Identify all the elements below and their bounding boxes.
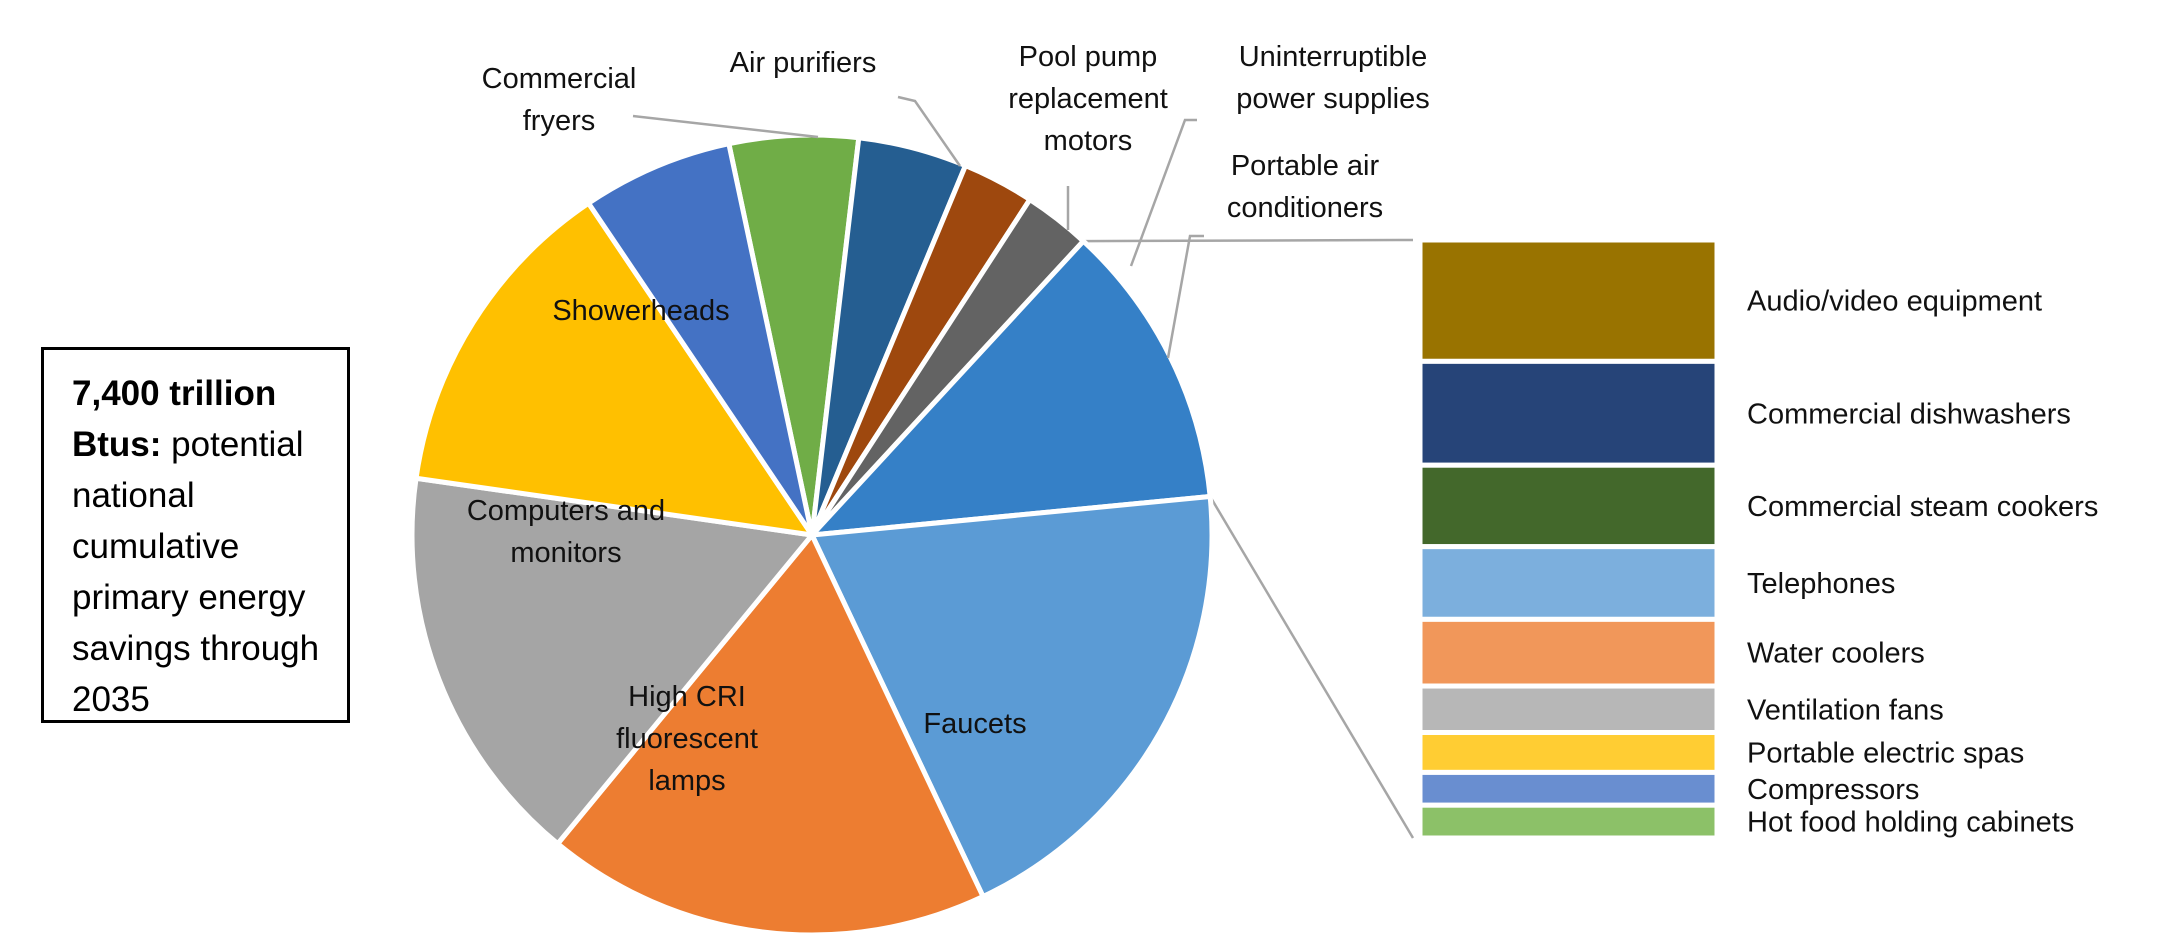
connector-bottom: [1209, 495, 1415, 839]
bar-label-audio-video-equipment: Audio/video equipment: [1747, 286, 2042, 318]
breakout-bar-labels: Audio/video equipment Commercial dishwash…: [1747, 286, 2098, 839]
leader-line-commercial-fryers: [632, 114, 819, 139]
bar-segment-ventilation-fans: [1417, 683, 1720, 735]
bar-label-compressors: Compressors: [1747, 774, 1919, 806]
slice-label-computers-and-monitors: Computers and monitors: [467, 495, 665, 569]
pie-slices: [409, 132, 1215, 938]
bar-segment-portable-electric-spas: [1417, 730, 1720, 775]
slice-label-commercial-fryers: Commercial fryers: [482, 63, 637, 137]
bar-segment-hot-food-holding-cabinets: [1417, 802, 1720, 841]
bar-label-hot-food-holding-cabinets: Hot food holding cabinets: [1747, 807, 2074, 839]
bar-label-ventilation-fans: Ventilation fans: [1747, 694, 1944, 726]
bar-label-commercial-dishwashers: Commercial dishwashers: [1747, 398, 2071, 430]
leader-line-uninterruptible-power-supplies: [1129, 118, 1197, 267]
bar-segment-compressors: [1417, 769, 1720, 808]
slice-label-high-cri-fluorescent-lamps: High CRI fluorescent lamps: [616, 681, 758, 797]
pie-slice-faucets: [809, 494, 1215, 900]
bar-segment-audio-video-equipment: [1417, 237, 1720, 364]
connector-top: [1083, 238, 1414, 243]
slice-label-faucets: Faucets: [923, 708, 1026, 740]
bar-label-portable-electric-spas: Portable electric spas: [1747, 737, 2024, 769]
pie-slice-labels: Air purifiers Pool pump replacement motors U…: [467, 41, 1430, 797]
pie-slice-showerheads: [413, 200, 815, 538]
pie-slice-commercial-fryers: [586, 141, 815, 538]
slice-label-showerheads: Showerheads: [552, 295, 729, 327]
slice-label-uninterruptible-power-supplies: Uninterruptible power supplies: [1236, 41, 1429, 115]
savings-callout: 7,400 trillion Btus: potential national …: [41, 347, 350, 723]
pie-slice-high-cri-fluorescent-lamps: [555, 532, 986, 938]
bar-segment-telephones: [1417, 544, 1720, 622]
bar-segment-commercial-steam-cookers: [1417, 462, 1720, 550]
breakout-connectors: [1083, 238, 1415, 839]
bar-segment-water-coolers: [1417, 616, 1720, 689]
pie-slice-other-breakout: [809, 238, 1213, 538]
bar-label-telephones: Telephones: [1747, 568, 1895, 600]
leader-line-air-purifiers: [897, 95, 962, 167]
breakout-bar: [1417, 237, 1720, 841]
slice-label-portable-air-conditioners: Portable air conditioners: [1227, 150, 1383, 224]
leader-lines: [632, 95, 1204, 359]
savings-callout-bold: 7,400 trillion Btus:: [72, 374, 277, 464]
pie-slice-computers-and-monitors: [409, 475, 815, 847]
slice-label-air-purifiers: Air purifiers: [730, 47, 877, 79]
savings-callout-text: potential national cumulative primary en…: [72, 425, 320, 719]
leader-line-portable-air-conditioners: [1166, 234, 1204, 359]
slice-label-pool-pump-replacement-motors: Pool pump replacement motors: [1008, 41, 1168, 157]
bar-segment-commercial-dishwashers: [1417, 358, 1720, 468]
bar-label-water-coolers: Water coolers: [1747, 638, 1925, 670]
bar-label-commercial-steam-cookers: Commercial steam cookers: [1747, 491, 2098, 523]
